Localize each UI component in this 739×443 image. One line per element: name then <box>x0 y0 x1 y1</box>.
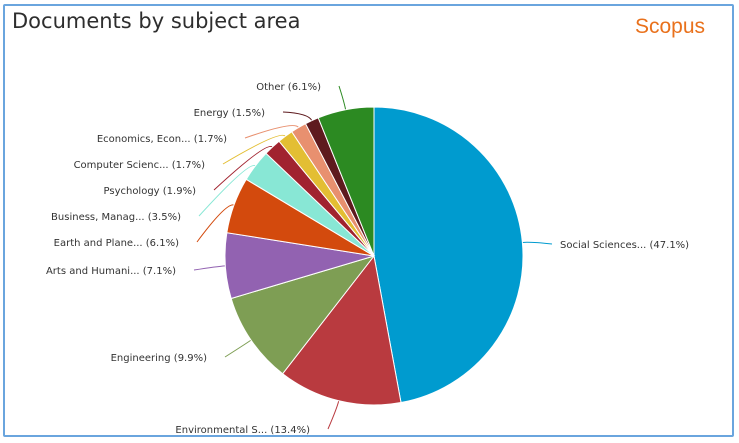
pie-slice[interactable] <box>373 106 524 404</box>
slice-label: Social Sciences... (47.1%) <box>560 240 689 251</box>
pie-slice[interactable] <box>230 255 376 375</box>
leader-line <box>327 400 340 430</box>
slice-label: Energy (1.5%) <box>194 108 265 119</box>
leader-line <box>224 339 252 358</box>
slice-label: Computer Scienc... (1.7%) <box>74 160 206 171</box>
leader-line <box>193 265 226 271</box>
chart-title: Documents by subject area <box>12 9 301 33</box>
leader-line <box>196 204 235 243</box>
slice-label: Business, Manag... (3.5%) <box>51 212 181 223</box>
slice-label: Earth and Plane... (6.1%) <box>54 238 179 249</box>
slice-label: Engineering (9.9%) <box>111 353 207 364</box>
leader-line <box>222 134 286 165</box>
scopus-logo[interactable]: Scopus <box>634 15 705 38</box>
slice-label: Psychology (1.9%) <box>104 186 197 197</box>
leader-line <box>522 241 553 245</box>
slice-label: Economics, Econ... (1.7%) <box>97 134 227 145</box>
slice-label: Other (6.1%) <box>256 82 321 93</box>
slice-label: Arts and Humani... (7.1%) <box>46 266 176 277</box>
leader-line <box>338 85 347 110</box>
pie-slice[interactable] <box>281 254 402 406</box>
pie-slice[interactable] <box>317 106 375 257</box>
leader-line <box>244 125 299 139</box>
leader-line <box>213 145 273 191</box>
slice-label: Environmental S... (13.4%) <box>175 425 310 436</box>
leader-line <box>282 111 313 121</box>
leader-line <box>198 164 256 217</box>
